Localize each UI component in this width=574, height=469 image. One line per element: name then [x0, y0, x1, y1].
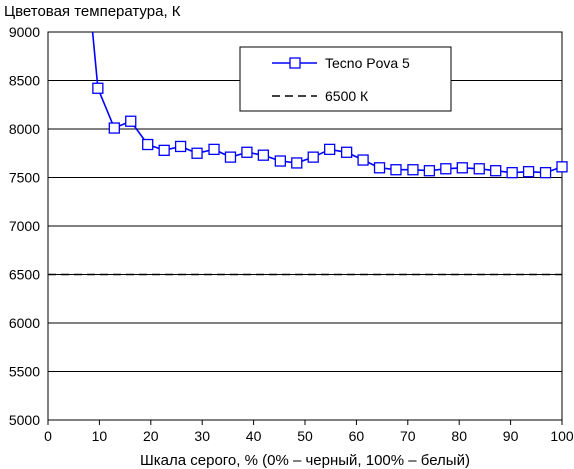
data-point — [456, 162, 468, 174]
legend-label-6500: 6500 К — [325, 88, 369, 104]
y-tick-label: 9000 — [9, 24, 40, 40]
x-tick-label: 60 — [349, 428, 365, 444]
x-tick-label: 50 — [297, 428, 313, 444]
data-point — [539, 166, 552, 179]
data-point — [506, 166, 518, 179]
legend-label-tecno: Tecno Pova 5 — [325, 55, 410, 71]
data-point — [440, 163, 452, 175]
x-tick-label: 40 — [246, 428, 262, 444]
y-tick-label: 7000 — [9, 218, 40, 234]
data-point — [373, 162, 386, 174]
data-point — [274, 155, 286, 167]
x-tick-label: 10 — [92, 428, 108, 444]
data-point — [257, 149, 270, 161]
series-markers — [92, 82, 568, 179]
data-point — [473, 163, 485, 175]
data-point — [208, 143, 220, 156]
y-tick-labels: 5000 5500 6000 6500 7000 7500 8000 8500 9000 — [9, 24, 40, 428]
y-tick-label: 6000 — [9, 315, 40, 331]
x-tick-label: 100 — [550, 428, 574, 444]
data-point — [291, 157, 303, 169]
data-point — [158, 144, 170, 156]
data-point — [224, 151, 237, 163]
x-axis-title: Шкала серого, % (0% – черный, 100% – бел… — [140, 452, 470, 469]
y-tick-label: 6500 — [9, 267, 40, 283]
y-tick-label: 8000 — [9, 121, 40, 137]
data-point — [125, 115, 137, 127]
grid-lines — [48, 80, 562, 372]
legend: Tecno Pova 5 6500 К — [239, 46, 452, 112]
y-tick-label: 5000 — [9, 412, 40, 428]
data-point — [307, 151, 319, 163]
data-point — [357, 154, 369, 166]
data-point — [490, 165, 502, 177]
y-tick-label: 5500 — [9, 364, 40, 380]
data-point — [92, 82, 104, 94]
x-tick-labels: 0 10 20 30 40 50 60 70 80 90 100 — [44, 420, 574, 444]
x-tick-label: 20 — [143, 428, 159, 444]
data-point — [340, 146, 353, 158]
y-axis-title: Цветовая температура, К — [4, 3, 181, 20]
y-tick-label: 7500 — [9, 170, 40, 186]
y-tick-label: 8500 — [9, 73, 40, 89]
data-point — [390, 164, 402, 176]
x-tick-label: 30 — [194, 428, 210, 444]
data-point — [142, 138, 154, 151]
data-point — [241, 146, 253, 158]
legend-marker-tecno — [289, 57, 301, 69]
x-tick-label: 70 — [400, 428, 416, 444]
legend-box — [239, 46, 452, 112]
x-tick-label: 0 — [44, 428, 52, 444]
data-point — [108, 122, 120, 134]
data-point — [522, 166, 535, 178]
x-tick-label: 90 — [503, 428, 519, 444]
data-point — [556, 161, 568, 173]
data-point — [324, 143, 336, 156]
data-point — [174, 140, 187, 153]
x-tick-label: 80 — [451, 428, 467, 444]
data-point — [407, 164, 419, 176]
data-point — [191, 147, 203, 159]
data-point — [423, 165, 436, 177]
